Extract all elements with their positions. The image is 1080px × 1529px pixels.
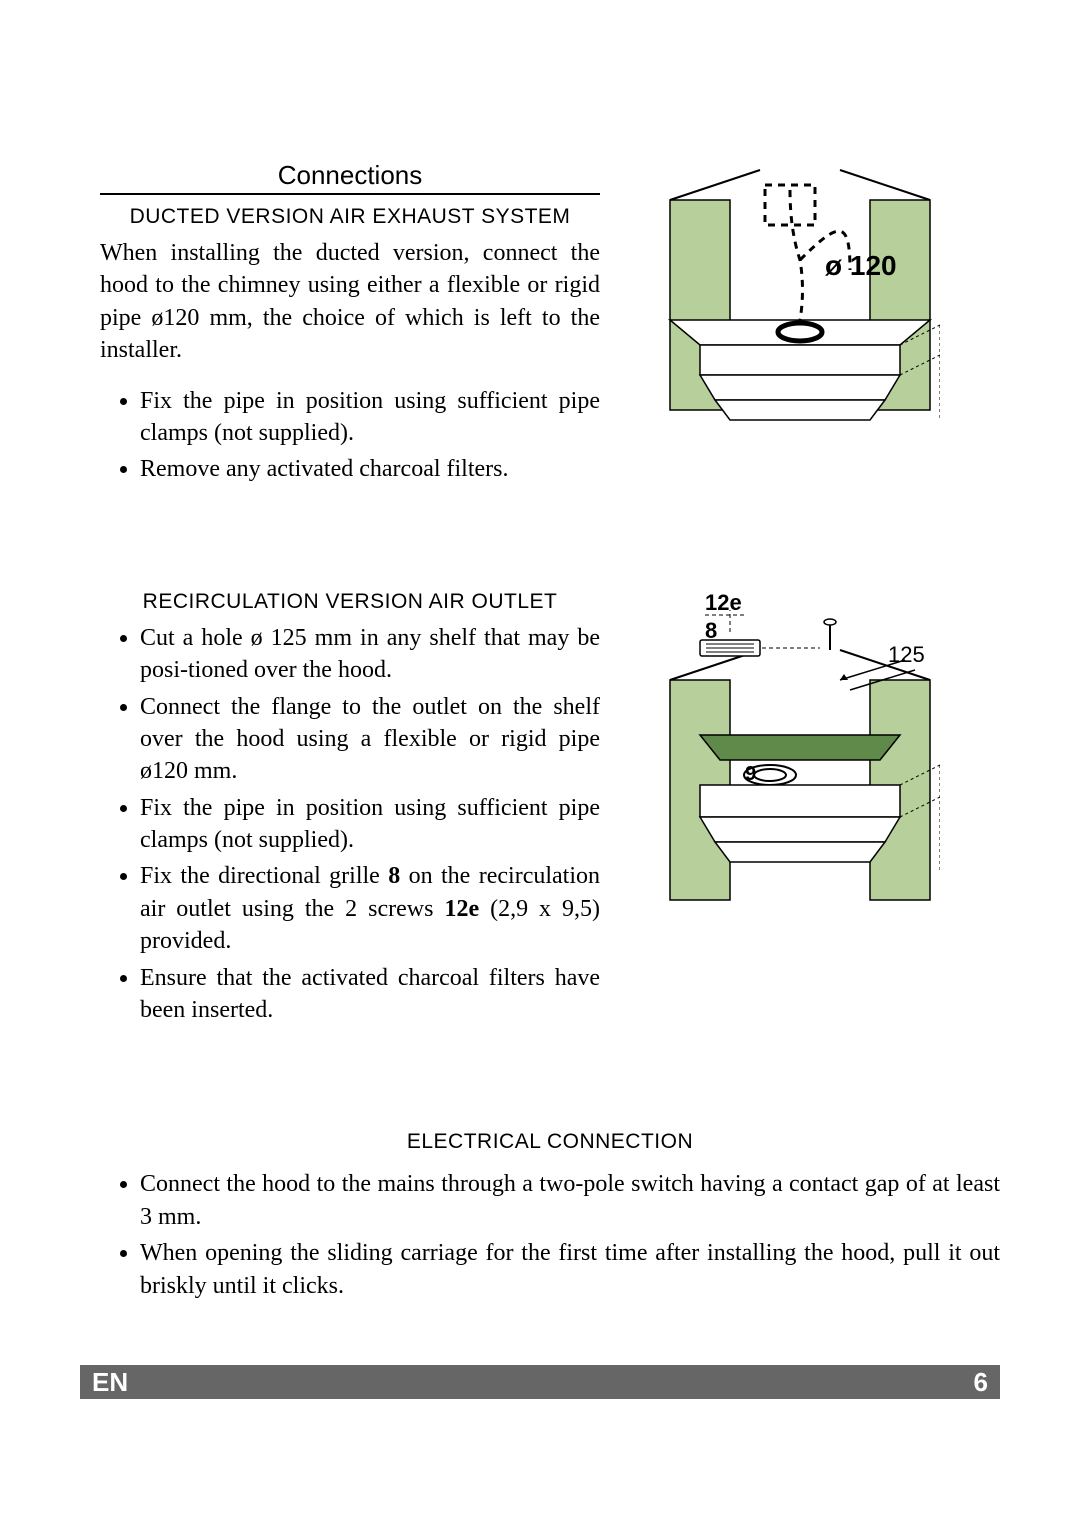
section-recirc: RECIRCULATION VERSION AIR OUTLET Cut a h…	[100, 590, 1000, 1031]
page-footer: EN 6	[80, 1365, 1000, 1399]
figure-recirc: 12e 8 9 125	[640, 590, 940, 1031]
section-ducted: Connections DUCTED VERSION AIR EXHAUST S…	[100, 160, 1000, 490]
intro-ducted: When installing the ducted version, conn…	[100, 237, 600, 367]
bullet: Fix the pipe in position using sufficien…	[140, 385, 600, 450]
bullets-ducted: Fix the pipe in position using sufficien…	[100, 385, 600, 486]
subhead-ducted: DUCTED VERSION AIR EXHAUST SYSTEM	[100, 205, 600, 229]
bullets-electrical: Connect the hood to the mains through a …	[100, 1168, 1000, 1302]
label-125: 125	[888, 642, 925, 667]
label-8: 8	[705, 618, 717, 643]
subhead-electrical: ELECTRICAL CONNECTION	[100, 1130, 1000, 1154]
bullet: Fix the directional grille 8 on the reci…	[140, 860, 600, 957]
subhead-recirc: RECIRCULATION VERSION AIR OUTLET	[100, 590, 600, 614]
figure-ducted: ø 120	[640, 160, 940, 490]
bullet: When opening the sliding carriage for th…	[140, 1237, 1000, 1302]
bullet: Fix the pipe in position using sufficien…	[140, 792, 600, 857]
manual-page: Connections DUCTED VERSION AIR EXHAUST S…	[0, 0, 1080, 1529]
label-o120: ø 120	[825, 250, 897, 281]
footer-page: 6	[974, 1367, 988, 1398]
section-recirc-text: RECIRCULATION VERSION AIR OUTLET Cut a h…	[100, 590, 600, 1031]
section-ducted-text: Connections DUCTED VERSION AIR EXHAUST S…	[100, 160, 600, 490]
recirc-diagram: 12e 8 9 125	[640, 590, 940, 970]
bullet: Connect the hood to the mains through a …	[140, 1168, 1000, 1233]
bullet: Cut a hole ø 125 mm in any shelf that ma…	[140, 622, 600, 687]
bullet: Remove any activated charcoal filters.	[140, 453, 600, 485]
label-9: 9	[745, 763, 756, 785]
ducted-diagram: ø 120	[640, 160, 940, 480]
bullet: Ensure that the activated charcoal filte…	[140, 962, 600, 1027]
bullet: Connect the flange to the outlet on the …	[140, 691, 600, 788]
bullets-recirc: Cut a hole ø 125 mm in any shelf that ma…	[100, 622, 600, 1027]
footer-lang: EN	[92, 1367, 128, 1398]
heading-connections: Connections	[100, 160, 600, 195]
label-12e: 12e	[705, 590, 742, 615]
section-electrical: ELECTRICAL CONNECTION Connect the hood t…	[100, 1130, 1000, 1302]
